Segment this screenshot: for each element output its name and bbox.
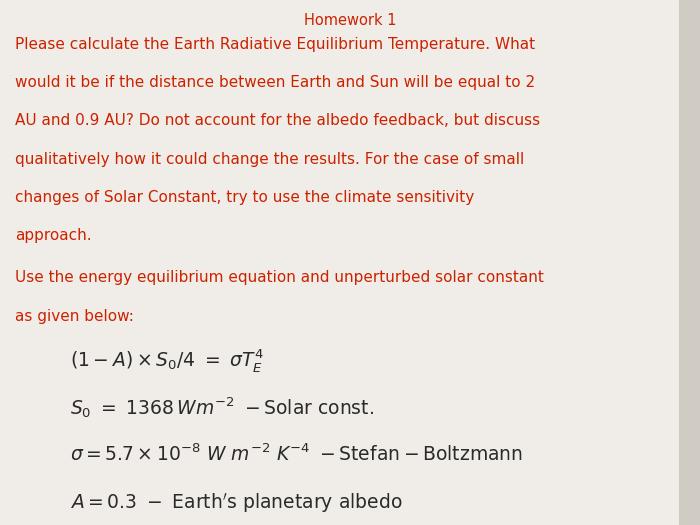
Text: Use the energy equilibrium equation and unperturbed solar constant: Use the energy equilibrium equation and … — [15, 270, 545, 286]
Text: would it be if the distance between Earth and Sun will be equal to 2: would it be if the distance between Eart… — [15, 75, 536, 90]
Text: $\sigma=5.7\times10^{-8}\ W\ m^{-2}\ K^{-4}\ -\mathrm{Stefan}-\mathrm{Boltzmann}: $\sigma=5.7\times10^{-8}\ W\ m^{-2}\ K^{… — [70, 443, 523, 465]
Text: changes of Solar Constant, try to use the climate sensitivity: changes of Solar Constant, try to use th… — [15, 190, 475, 205]
Text: $(1-A)\times S_0/4\ =\ \sigma T_E^4$: $(1-A)\times S_0/4\ =\ \sigma T_E^4$ — [70, 346, 264, 373]
Text: qualitatively how it could change the results. For the case of small: qualitatively how it could change the re… — [15, 152, 525, 167]
Text: AU and 0.9 AU? Do not account for the albedo feedback, but discuss: AU and 0.9 AU? Do not account for the al… — [15, 113, 540, 129]
FancyBboxPatch shape — [0, 0, 679, 525]
Text: Please calculate the Earth Radiative Equilibrium Temperature. What: Please calculate the Earth Radiative Equ… — [15, 37, 536, 52]
Text: $A=0.3\ -\ \mathrm{Earth's\ planetary\ albedo}$: $A=0.3\ -\ \mathrm{Earth's\ planetary\ a… — [70, 491, 402, 516]
Text: as given below:: as given below: — [15, 309, 134, 324]
Text: $S_0\ =\ 1368\,Wm^{-2}\ -\mathrm{Solar\ const.}$: $S_0\ =\ 1368\,Wm^{-2}\ -\mathrm{Solar\ … — [70, 395, 374, 419]
Text: Homework 1: Homework 1 — [304, 13, 396, 28]
Text: approach.: approach. — [15, 228, 92, 244]
